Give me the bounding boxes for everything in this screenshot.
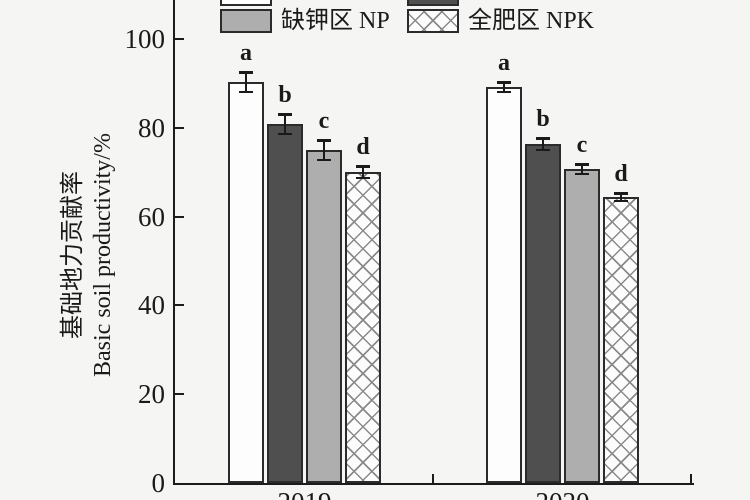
error-bar-cap-bottom — [239, 90, 253, 94]
y-tick-label: 60 — [138, 201, 165, 232]
error-bar-line — [245, 72, 247, 92]
error-bar-cap-bottom — [614, 199, 628, 203]
bar-white-2020 — [486, 87, 522, 483]
y-axis-tick — [175, 126, 184, 129]
error-bar-cap-top — [575, 163, 589, 166]
error-bar-cap-top — [614, 192, 628, 195]
significance-letter: b — [278, 82, 292, 109]
bar-cross-hatch-2019 — [345, 172, 381, 483]
error-bar-line — [362, 166, 364, 178]
error-bar-cap-bottom — [356, 176, 370, 180]
error-bar-line — [581, 164, 583, 174]
legend-swatch-dark-gray-cutoff — [407, 0, 459, 6]
y-tick-label: 40 — [138, 290, 165, 321]
significance-letter: b — [536, 106, 550, 133]
significance-letter: c — [318, 108, 330, 135]
y-tick-label: 0 — [151, 468, 166, 498]
y-axis-tick — [175, 215, 184, 218]
bar-white-2019 — [228, 82, 264, 483]
bar-dark-gray-2020 — [525, 144, 561, 483]
significance-letter: a — [498, 50, 510, 77]
error-bar-cap-top — [278, 113, 292, 116]
y-axis-tick — [175, 304, 184, 307]
error-bar-cap-bottom — [278, 132, 292, 136]
error-bar-cap-top — [536, 137, 550, 140]
legend-swatch-cross-hatch — [407, 9, 459, 33]
error-bar-cap-top — [239, 71, 253, 74]
y-tick-label: 20 — [138, 379, 165, 410]
error-bar-cap-top — [317, 139, 331, 142]
error-bar-cap-top — [497, 81, 511, 84]
legend-swatch-white-cutoff — [220, 0, 272, 6]
significance-letter: d — [356, 134, 370, 161]
significance-letter: d — [614, 161, 628, 187]
error-bar-cap-bottom — [317, 158, 331, 162]
error-bar-cap-bottom — [536, 148, 550, 152]
error-bar-line — [284, 114, 286, 134]
significance-letter: a — [240, 40, 252, 67]
bar-cross-hatch-2020 — [603, 197, 639, 483]
y-tick-label: 100 — [124, 24, 166, 54]
x-axis-line — [173, 483, 694, 485]
legend-label: 全肥区 NPK — [468, 8, 595, 34]
bar-gray-2019 — [306, 150, 342, 483]
y-tick-label: 80 — [138, 112, 165, 143]
error-bar-line — [323, 140, 325, 160]
legend-swatch-gray — [220, 9, 272, 33]
x-axis-end-tick — [690, 474, 692, 483]
significance-letter: c — [576, 132, 588, 159]
error-bar-cap-bottom — [497, 90, 511, 94]
y-axis-tick — [175, 393, 184, 396]
error-bar-line — [542, 138, 544, 150]
error-bar-line — [503, 82, 505, 92]
x-tick-label: 2019 — [235, 487, 375, 500]
y-axis-tick — [175, 38, 184, 40]
x-axis-minor-tick — [432, 474, 434, 483]
legend-label: 缺钾区 NP — [281, 8, 390, 34]
y-axis-title-zh: 基础地力贡献率 — [60, 171, 86, 339]
y-axis-line — [173, 0, 175, 485]
error-bar-cap-bottom — [575, 172, 589, 176]
error-bar-cap-top — [356, 165, 370, 168]
error-bar-line — [620, 193, 622, 201]
x-tick-label: 2020 — [493, 487, 633, 500]
bar-gray-2020 — [564, 169, 600, 483]
bar-dark-gray-2019 — [267, 124, 303, 483]
